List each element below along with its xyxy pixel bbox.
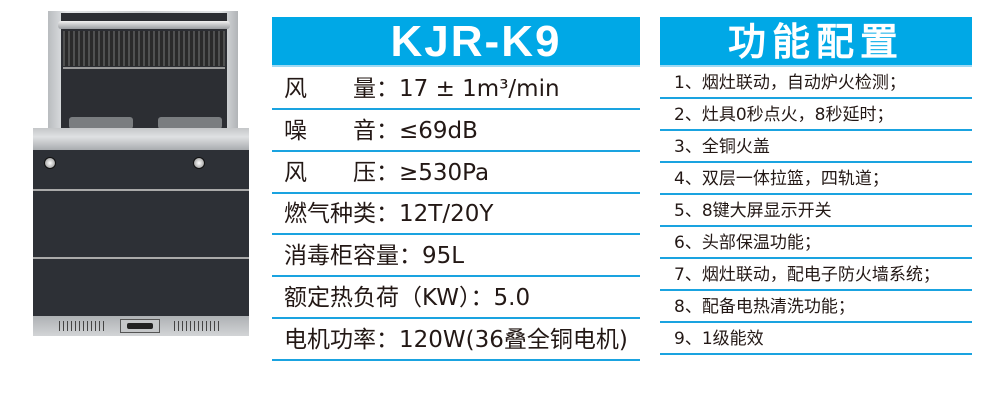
spec-value: 12T/20Y (399, 201, 494, 227)
drawer-line-2 (33, 257, 249, 259)
knob-right (193, 157, 205, 169)
feature-item: 4、双层一体拉篮，四轨道； (660, 163, 972, 195)
feature-item: 6、头部保温功能； (660, 227, 972, 259)
feature-item: 9、1级能效 (660, 323, 972, 355)
spec-label: 额定热负荷（KW）： (284, 285, 494, 311)
model-title: KJR-K9 (272, 17, 640, 67)
product-image (33, 11, 249, 336)
spec-value: 120W(36叠全铜电机) (399, 327, 628, 353)
countertop (33, 128, 249, 150)
cabinet-body (33, 150, 249, 316)
spec-label: 风 量： (284, 76, 399, 102)
spec-label: 风 压： (284, 160, 399, 186)
vent-left (59, 321, 107, 331)
feature-item: 1、烟灶联动，自动炉火检测； (660, 67, 972, 99)
spec-label: 电机功率： (284, 327, 399, 353)
feature-item: 3、全铜火盖 (660, 131, 972, 163)
spec-value: ≥530Pa (399, 160, 490, 186)
burner-left (69, 117, 133, 129)
spec-label: 噪 音： (284, 118, 399, 144)
feature-item: 7、烟灶联动，配电子防火墙系统； (660, 259, 972, 291)
spec-row-cabinet-capacity: 消毒柜容量：95L (272, 236, 640, 277)
spec-value: 17 ± 1m³/min (399, 76, 560, 102)
spec-row-heat-load: 额定热负荷（KW）：5.0 (272, 278, 640, 319)
feature-item: 8、配备电热清洗功能； (660, 291, 972, 323)
spec-row-airflow: 风 量：17 ± 1m³/min (272, 69, 640, 110)
drawer-line-1 (33, 189, 249, 191)
control-display (120, 319, 160, 333)
burner-right (158, 117, 222, 129)
spec-row-pressure: 风 压：≥530Pa (272, 153, 640, 194)
hood-bar (58, 21, 230, 29)
vent-right (174, 321, 222, 331)
spec-value: 95L (422, 243, 465, 269)
spec-label: 消毒柜容量： (284, 243, 422, 269)
features-title: 功能配置 (660, 17, 972, 67)
feature-item: 5、8键大屏显示开关 (660, 195, 972, 227)
spec-row-motor-power: 电机功率：120W(36叠全铜电机) (272, 320, 640, 361)
feature-item: 2、灶具0秒点火，8秒延时； (660, 99, 972, 131)
spec-value: 5.0 (493, 285, 531, 311)
hood-line (63, 67, 225, 69)
knob-left (44, 157, 56, 169)
spec-value: ≤69dB (399, 118, 478, 144)
spec-label: 燃气种类： (284, 201, 399, 227)
hood-grille (63, 31, 225, 66)
spec-row-noise: 噪 音：≤69dB (272, 111, 640, 152)
spec-row-gas-type: 燃气种类：12T/20Y (272, 194, 640, 235)
